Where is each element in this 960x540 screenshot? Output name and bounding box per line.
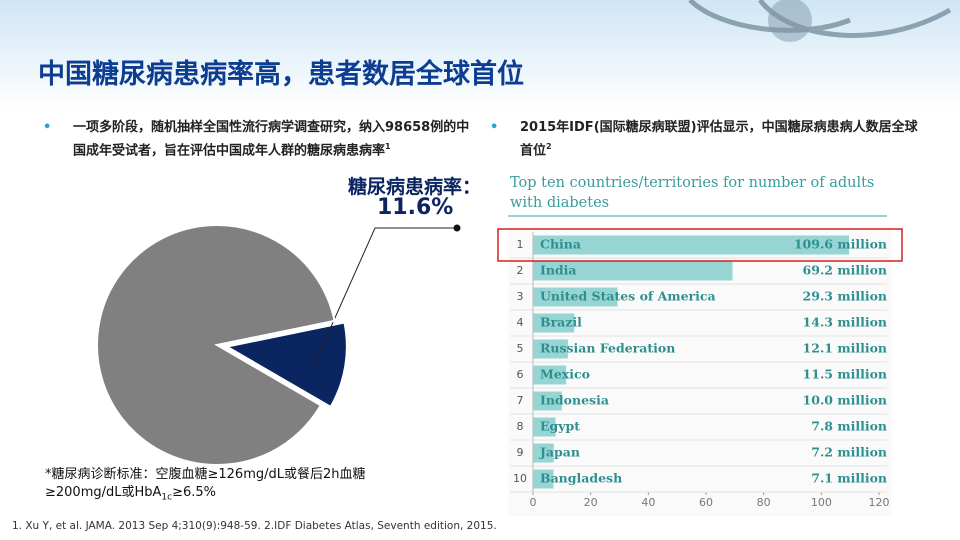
pie-slice <box>96 224 336 466</box>
category-label: United States of America <box>540 289 716 304</box>
bar <box>533 391 562 411</box>
value-label: 12.1 million <box>803 341 887 356</box>
rank-label: 2 <box>517 264 524 277</box>
bar <box>533 417 556 437</box>
x-tick-label: 40 <box>641 496 655 509</box>
superscript: 2 <box>546 142 552 151</box>
highlight-box <box>497 228 903 262</box>
note-text: *糖尿病诊断标准：空腹血糖≥126mg/dL或餐后2h血糖≥200mg/dL或H… <box>45 467 366 500</box>
bar <box>533 365 567 385</box>
rank-label: 7 <box>517 394 524 407</box>
stethoscope-decoration <box>768 0 812 42</box>
criteria-note: *糖尿病诊断标准：空腹血糖≥126mg/dL或餐后2h血糖≥200mg/dL或H… <box>45 466 425 507</box>
bullet-text: 2015年IDF(国际糖尿病联盟)评估显示，中国糖尿病患病人数居全球首位 <box>520 120 918 159</box>
category-label: Indonesia <box>540 393 609 408</box>
category-label: Bangladesh <box>540 471 622 486</box>
chart-title: Top ten countries/territories for number… <box>510 175 875 211</box>
category-label: Egypt <box>540 419 580 434</box>
x-tick-label: 60 <box>699 496 713 509</box>
bar <box>533 235 850 255</box>
pie-value-label: 11.6% <box>377 195 454 220</box>
leader-dot <box>453 224 461 232</box>
x-tick-label: 20 <box>584 496 598 509</box>
bar <box>533 261 733 281</box>
rank-label: 1 <box>517 238 524 251</box>
rank-label: 5 <box>517 342 524 355</box>
x-tick-label: 80 <box>757 496 771 509</box>
value-label: 69.2 million <box>803 263 887 278</box>
value-label: 29.3 million <box>803 289 887 304</box>
rank-label: 8 <box>517 420 524 433</box>
value-label: 11.5 million <box>803 367 887 382</box>
leader-line <box>315 227 457 362</box>
value-label: 7.8 million <box>811 419 887 434</box>
x-tick-label: 0 <box>530 496 537 509</box>
pie-annotation: 糖尿病患病率： <box>348 176 482 198</box>
rank-label: 6 <box>517 368 524 381</box>
rank-label: 10 <box>513 472 527 485</box>
slide-title: 中国糖尿病患病率高，患者数居全球首位 <box>38 59 524 90</box>
value-label: 109.6 million <box>794 237 887 252</box>
bar <box>533 469 554 489</box>
bullet-text: 一项多阶段，随机抽样全国性流行病学调查研究，纳入98658例的中国成年受试者，旨… <box>73 120 470 159</box>
pie-slice <box>224 321 348 409</box>
category-label: Mexico <box>540 367 590 382</box>
value-label: 14.3 million <box>803 315 887 330</box>
category-label: Brazil <box>540 315 582 330</box>
superscript: 1 <box>385 142 391 151</box>
bar <box>533 443 554 463</box>
rank-label: 3 <box>517 290 524 303</box>
bar <box>533 339 568 359</box>
value-label: 7.1 million <box>811 471 887 486</box>
subscript: 1c <box>161 492 173 503</box>
stethoscope-decoration <box>688 0 952 38</box>
rank-label: 9 <box>517 446 524 459</box>
bullet: 一项多阶段，随机抽样全国性流行病学调查研究，纳入98658例的中国成年受试者，旨… <box>43 118 473 160</box>
value-label: 7.2 million <box>811 445 887 460</box>
rank-label: 4 <box>517 316 524 329</box>
bullet: 2015年IDF(国际糖尿病联盟)评估显示，中国糖尿病患病人数居全球首位2 <box>490 118 920 160</box>
x-tick-label: 100 <box>811 496 832 509</box>
bar <box>533 287 618 307</box>
bar <box>533 313 575 333</box>
value-label: 10.0 million <box>803 393 887 408</box>
references: 1. Xu Y, et al. JAMA. 2013 Sep 4;310(9):… <box>12 520 497 532</box>
category-label: Japan <box>539 445 580 460</box>
x-tick-label: 120 <box>869 496 890 509</box>
category-label: Russian Federation <box>540 341 675 356</box>
note-text: ≥6.5% <box>172 485 217 500</box>
category-label: China <box>540 237 581 252</box>
category-label: India <box>540 263 577 278</box>
